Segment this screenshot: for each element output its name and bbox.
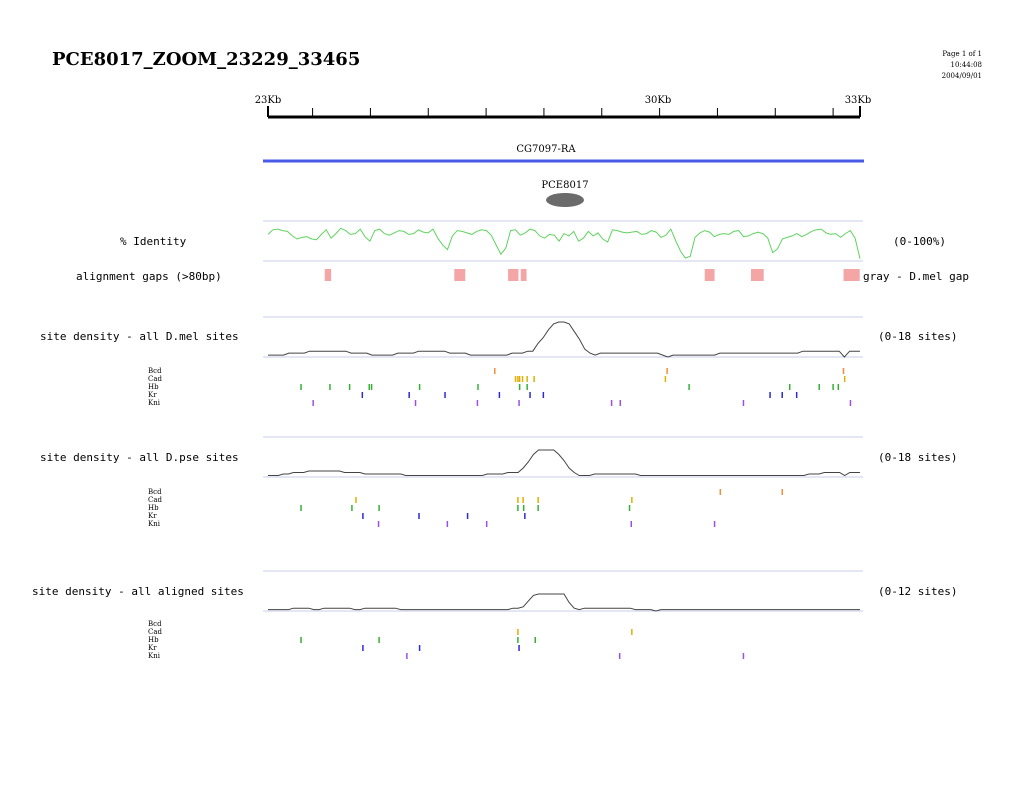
tf-label-cad: Cad	[148, 375, 163, 383]
tf-label-bcd: Bcd	[148, 620, 162, 628]
gap-block	[843, 269, 860, 281]
density-track-aligned: site density - all aligned sites (0-12 s…	[32, 570, 957, 660]
identity-track: % Identity (0-100%)	[120, 220, 946, 262]
page-number: Page 1 of 1	[942, 50, 982, 58]
density-dpse-curve	[268, 449, 860, 477]
tf-label-kni: Kni	[148, 520, 161, 528]
density-dmel-curve	[268, 321, 860, 358]
gaps-track: alignment gaps (>80bp) gray - D.mel gap	[76, 269, 969, 283]
tf-label-cad: Cad	[148, 496, 163, 504]
tf-labels-dmel: Bcd Cad Hb Kr Kni	[148, 367, 163, 407]
tf-label-kni: Kni	[148, 652, 161, 660]
tf-label-bcd: Bcd	[148, 488, 162, 496]
gap-block	[454, 269, 466, 281]
print-date: 2004/09/01	[942, 72, 982, 80]
tf-sites-aligned	[300, 629, 745, 659]
tf-label-hb: Hb	[148, 636, 159, 644]
kb-ruler: 23Kb 30Kb 33Kb	[255, 95, 872, 119]
density-dmel-label: site density - all D.mel sites	[40, 330, 239, 343]
density-dpse-range: (0-18 sites)	[878, 451, 957, 464]
element-marker	[546, 193, 584, 207]
gap-block	[704, 269, 715, 281]
tf-label-hb: Hb	[148, 504, 159, 512]
gaps-note: gray - D.mel gap	[863, 270, 969, 283]
identity-curve	[267, 227, 861, 259]
ruler-label-mid: 30Kb	[645, 95, 672, 106]
tf-labels-dpse: Bcd Cad Hb Kr Kni	[148, 488, 163, 528]
gap-block	[520, 269, 527, 281]
density-dmel-range: (0-18 sites)	[878, 330, 957, 343]
gaps-label: alignment gaps (>80bp)	[76, 270, 222, 283]
density-dpse-label: site density - all D.pse sites	[40, 451, 239, 464]
gap-block	[750, 269, 764, 281]
tf-label-cad: Cad	[148, 628, 163, 636]
density-aligned-curve	[268, 593, 860, 612]
identity-label: % Identity	[120, 235, 187, 248]
identity-range: (0-100%)	[893, 235, 946, 248]
density-aligned-range: (0-12 sites)	[878, 585, 957, 598]
tf-labels-aligned: Bcd Cad Hb Kr Kni	[148, 620, 163, 660]
element-label: PCE8017	[541, 180, 588, 191]
tf-label-hb: Hb	[148, 383, 159, 391]
density-track-dmel: site density - all D.mel sites (0-18 sit…	[40, 316, 957, 407]
tf-sites-dmel	[300, 368, 852, 406]
page-title: PCE8017_ZOOM_23229_33465	[52, 49, 360, 70]
tf-label-kni: Kni	[148, 399, 161, 407]
gene-label: CG7097-RA	[516, 144, 576, 155]
gap-block	[508, 269, 519, 281]
gap-blocks	[324, 269, 860, 281]
gap-block	[324, 269, 332, 281]
tf-sites-dpse	[300, 489, 783, 527]
density-aligned-label: site density - all aligned sites	[32, 585, 244, 598]
tf-label-bcd: Bcd	[148, 367, 162, 375]
print-time: 10:44:08	[951, 61, 982, 69]
ruler-ticks	[267, 106, 861, 117]
tf-label-kr: Kr	[148, 391, 157, 399]
tf-label-kr: Kr	[148, 512, 157, 520]
ruler-label-start: 23Kb	[255, 95, 282, 106]
tf-label-kr: Kr	[148, 644, 157, 652]
density-track-dpse: site density - all D.pse sites (0-18 sit…	[40, 436, 957, 528]
ruler-label-end: 33Kb	[845, 95, 872, 106]
